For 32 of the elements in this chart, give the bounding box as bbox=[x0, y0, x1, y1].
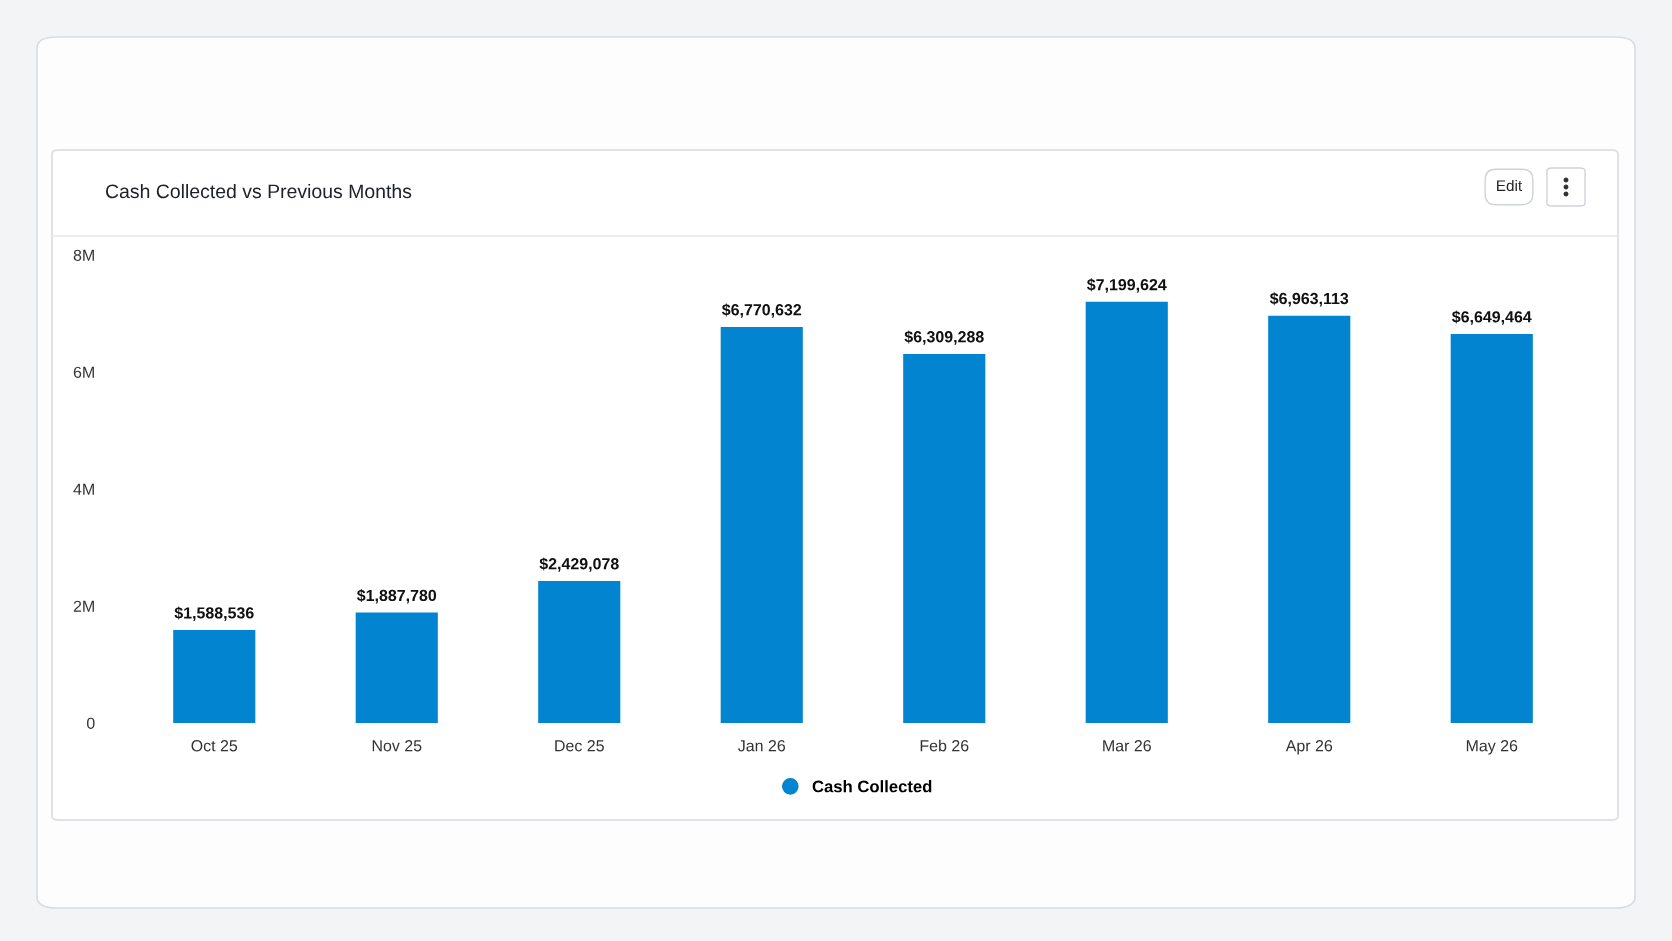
chart-title: Cash Collected vs Previous Months bbox=[105, 183, 412, 199]
data-label: $6,649,464 bbox=[1451, 310, 1532, 325]
bar bbox=[1450, 334, 1533, 723]
legend-label: Cash Collected bbox=[812, 780, 932, 793]
y-tick-label: 0 bbox=[86, 717, 95, 729]
data-label: $2,429,078 bbox=[539, 557, 619, 572]
data-label: $7,199,624 bbox=[1086, 278, 1167, 293]
x-tick-label: Apr 26 bbox=[1285, 740, 1333, 755]
bar bbox=[1268, 315, 1351, 723]
bar bbox=[720, 326, 803, 723]
data-label: $6,770,632 bbox=[721, 303, 802, 318]
bar bbox=[538, 580, 621, 723]
y-tick-label: 6M bbox=[73, 366, 94, 378]
bar bbox=[1085, 301, 1168, 723]
x-tick-label: Jan 26 bbox=[738, 740, 786, 752]
bar bbox=[355, 612, 438, 723]
x-tick-label: Feb 26 bbox=[920, 739, 969, 752]
data-label: $6,963,113 bbox=[1269, 292, 1349, 307]
x-tick-label: Dec 25 bbox=[555, 740, 604, 752]
data-label: $1,887,780 bbox=[356, 589, 437, 604]
bar bbox=[903, 353, 986, 723]
y-tick-label: 8M bbox=[73, 249, 94, 261]
data-label: $6,309,288 bbox=[904, 330, 984, 345]
y-tick-label: 4M bbox=[73, 483, 94, 495]
data-label: $1,588,536 bbox=[174, 606, 254, 621]
bar bbox=[173, 630, 256, 723]
text: Edit bbox=[1497, 179, 1523, 192]
y-tick-label: 2M bbox=[73, 600, 94, 612]
x-tick-label: Oct 25 bbox=[191, 740, 238, 752]
x-tick-label: Nov 25 bbox=[372, 740, 422, 752]
x-tick-label: Mar 26 bbox=[1103, 740, 1151, 752]
x-tick-label: May 26 bbox=[1466, 740, 1518, 755]
